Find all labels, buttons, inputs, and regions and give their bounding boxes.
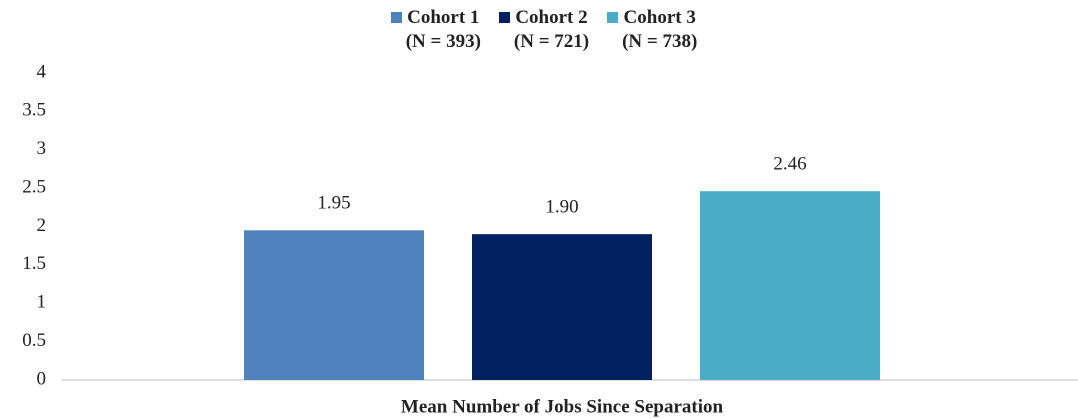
- legend-item: Cohort 1 (N = 393): [390, 6, 481, 54]
- y-tick-label: 3: [37, 138, 47, 159]
- data-label: 2.46: [773, 154, 806, 175]
- y-tick-label: 0: [37, 368, 47, 389]
- legend-item: Cohort 3 (N = 738): [607, 6, 697, 54]
- bar: [700, 191, 880, 380]
- bar: [244, 230, 424, 380]
- legend: Cohort 1 (N = 393) Cohort 2 (N = 721) Coho…: [0, 6, 1078, 54]
- y-tick-label: 2: [37, 215, 47, 236]
- legend-swatch: [607, 12, 619, 23]
- data-label: 1.90: [545, 197, 578, 218]
- legend-label: Cohort 2 (N = 721): [513, 7, 590, 52]
- legend-swatch: [498, 12, 510, 23]
- data-label: 1.95: [317, 193, 350, 214]
- legend-label: Cohort 3 (N = 738): [622, 7, 698, 52]
- y-tick-label: 2.5: [22, 176, 46, 197]
- y-tick-label: 3.5: [22, 100, 46, 121]
- bar: [472, 234, 652, 380]
- y-tick-label: 1.5: [22, 253, 46, 274]
- legend-swatch: [390, 12, 402, 23]
- y-tick-label: 1: [37, 292, 47, 313]
- x-tick-label: Mean Number of Jobs Since Separation: [401, 396, 724, 417]
- legend-item: Cohort 2 (N = 721): [498, 6, 590, 54]
- legend-label: Cohort 1 (N = 393): [405, 7, 481, 52]
- y-tick-label: 0.5: [22, 330, 46, 351]
- y-tick-label: 4: [37, 61, 47, 82]
